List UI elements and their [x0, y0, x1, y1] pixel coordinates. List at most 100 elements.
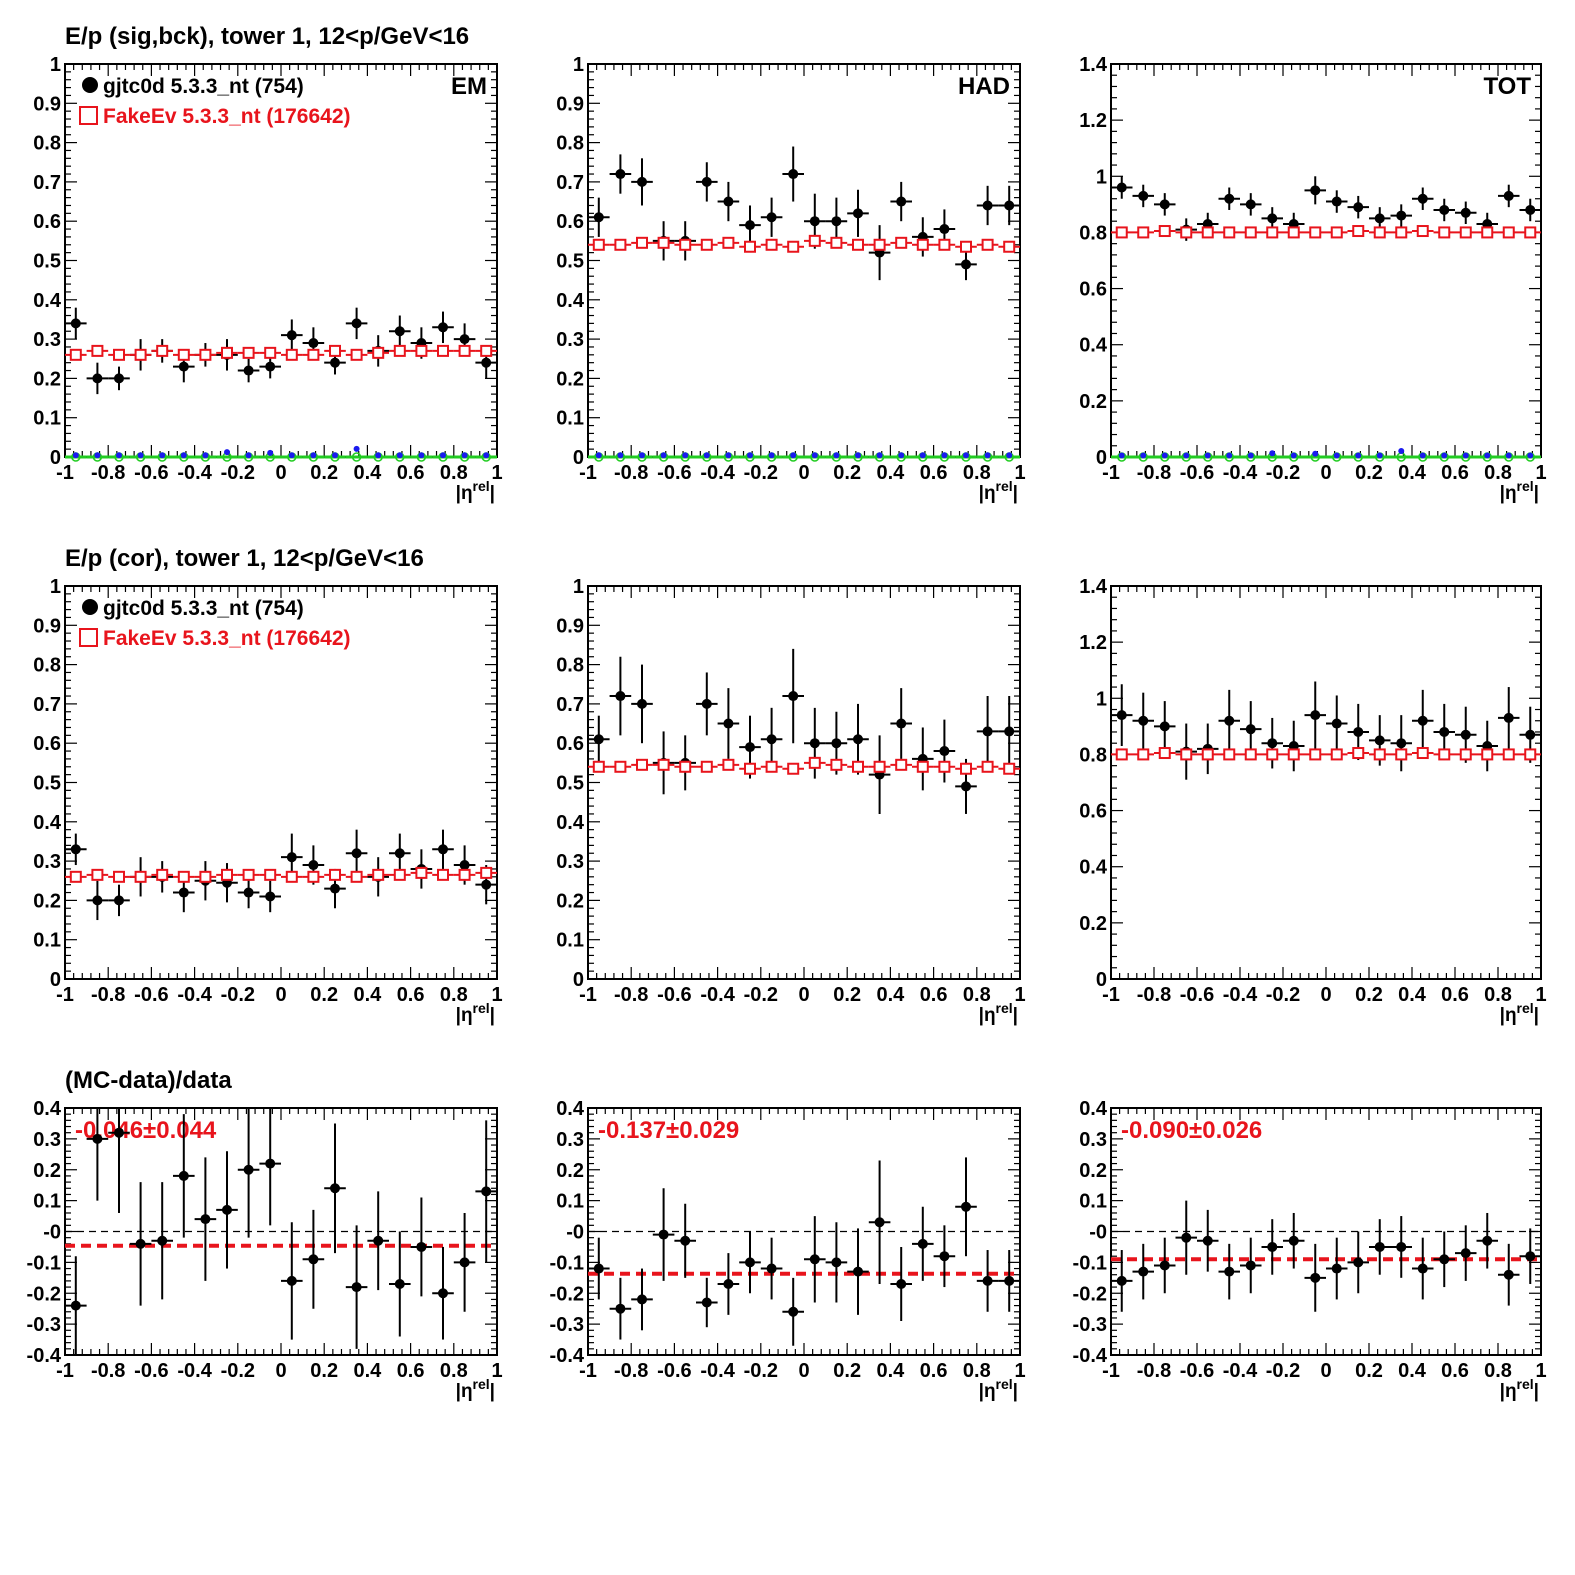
data-point [286, 852, 297, 863]
y-tick-label: 0.3 [1079, 1129, 1107, 1151]
legend-mc-label: FakeEv 5.3.3_nt (176642) [103, 627, 351, 650]
mc-point [329, 868, 341, 881]
legend-middle: gjtc0d 5.3.3_nt (754) FakeEv 5.3.3_nt (1… [79, 597, 351, 650]
data-point [1224, 715, 1235, 726]
bck-blue-point [617, 452, 624, 459]
x-tick-label: 0 [798, 1360, 809, 1382]
mc-point [372, 868, 385, 881]
bck-blue-point [768, 452, 775, 459]
mc-point [1003, 240, 1016, 253]
data-point [961, 1201, 971, 1212]
bck-blue-point [1204, 452, 1211, 459]
x-tick-label: -0.6 [134, 1360, 168, 1382]
mc-point [307, 870, 320, 883]
data-point [1310, 185, 1321, 196]
bck-blue-point [1484, 452, 1491, 459]
x-tick-label: -0.2 [1266, 1360, 1300, 1382]
y-tick-label: -0 [1089, 1222, 1107, 1244]
mc-point [393, 868, 406, 881]
mc-point [1524, 748, 1537, 761]
data-point [178, 887, 189, 898]
mc-point [415, 866, 428, 879]
bck-blue-point [94, 452, 101, 459]
x-tick-label: 0.6 [1441, 462, 1469, 484]
y-tick-label: -0.2 [27, 1283, 61, 1305]
mc-point [350, 348, 363, 361]
y-tick-label: 0.1 [556, 930, 584, 952]
data-point [1004, 726, 1015, 737]
bck-blue-point [1161, 452, 1168, 459]
y-tick-label: 0.9 [556, 93, 584, 115]
mc-point [1158, 225, 1171, 238]
data-point [593, 212, 604, 223]
data-point [92, 373, 103, 384]
x-tick-label: 1 [491, 462, 502, 484]
y-tick-label: 0.1 [556, 408, 584, 430]
data-point [723, 718, 734, 729]
data-point [809, 216, 820, 227]
x-tick-label: 0.8 [440, 1360, 468, 1382]
mc-point [830, 236, 843, 249]
data-point [1267, 738, 1278, 749]
x-tick-label: 0.2 [833, 1360, 861, 1382]
x-tick-label: -0.6 [657, 1360, 691, 1382]
plot-frame [587, 585, 1021, 980]
y-tick-label: 0.4 [1079, 1098, 1108, 1120]
mc-point [1481, 748, 1494, 761]
bck-blue-point [202, 452, 209, 459]
y-tick-label: 0.1 [1079, 1191, 1107, 1213]
mc-point [264, 346, 277, 359]
y-tick-label: 0.6 [1079, 801, 1107, 823]
mc-point [480, 866, 493, 879]
bck-blue-point [440, 452, 446, 459]
mc-point [156, 344, 169, 357]
x-tick-label: 1 [1535, 462, 1546, 484]
bck-blue-point [288, 452, 295, 459]
y-tick-label: 0.6 [556, 211, 584, 233]
x-axis-label: |ηrel| [979, 1376, 1018, 1402]
mc-point [329, 344, 341, 357]
x-tick-label: 1 [1535, 1360, 1546, 1382]
x-tick-label: 0 [1320, 1360, 1331, 1382]
mc-point [177, 348, 190, 361]
data-point [1460, 207, 1471, 218]
chart-panel-em-ratio: -1 -0.8 -0.6 -0.4 -0.2 0 0.2 0.4 0.6 0.8 1 -0.4 -0.3… [27, 1098, 503, 1402]
y-tick-label: 0.3 [556, 329, 584, 351]
y-tick-label: 0.2 [33, 368, 61, 390]
mc-point [156, 868, 169, 881]
x-tick-label: -0.8 [91, 462, 125, 484]
y-tick-label: 1 [573, 54, 584, 76]
data-point [394, 326, 405, 337]
data-point [351, 848, 362, 859]
mc-point [1287, 748, 1300, 761]
y-tick-label: 0 [573, 969, 584, 991]
mc-point [700, 760, 713, 773]
mc-point [592, 760, 605, 773]
x-tick-label: 0.6 [920, 1360, 948, 1382]
bck-blue-point [898, 452, 905, 459]
data-point [178, 1170, 189, 1181]
mc-point [1137, 226, 1150, 239]
mc-point [938, 238, 951, 251]
data-point [308, 860, 319, 871]
mc-point [1223, 226, 1236, 239]
mc-point [765, 760, 778, 773]
x-tick-label: 0.4 [876, 462, 905, 484]
x-axis-label: |ηrel| [979, 478, 1018, 504]
y-tick-label: 0.8 [1079, 222, 1107, 244]
x-tick-label: 0.8 [440, 984, 468, 1006]
data-point [308, 1254, 319, 1265]
data-point [438, 1288, 448, 1299]
chart-panel-tot-ratio: -1 -0.8 -0.6 -0.4 -0.2 0 0.2 0.4 0.6 0.8 1 -0.4 -0.3… [1073, 1098, 1547, 1402]
mc-point [113, 348, 125, 361]
data-point [1439, 726, 1450, 737]
x-tick-label: 1 [491, 1360, 502, 1382]
y-tick-label: 0.2 [33, 1160, 61, 1182]
data-point [745, 1257, 755, 1268]
data-point [637, 1294, 647, 1305]
mc-point [1266, 748, 1279, 761]
bck-blue-point [984, 452, 991, 459]
row-title-ratio: (MC-data)/data [65, 1067, 232, 1094]
data-point [114, 373, 124, 384]
